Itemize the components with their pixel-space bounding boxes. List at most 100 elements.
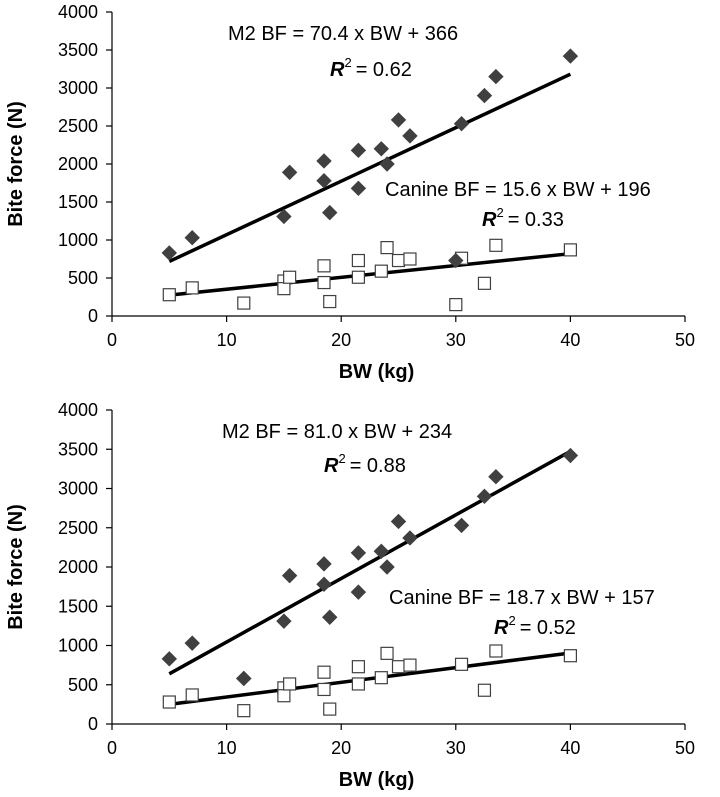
equation-canine: Canine BF = 15.6 x BW + 196 bbox=[385, 179, 651, 201]
m2-point bbox=[562, 447, 579, 464]
canine-point bbox=[277, 689, 291, 703]
y-tick-label: 0 bbox=[88, 306, 98, 326]
chart-2: 0 500 1000 1500 2000 2500 3000 3500 4000 0 10 20 30 4… bbox=[5, 400, 695, 791]
m2-point bbox=[276, 208, 292, 225]
m2-point bbox=[562, 48, 579, 64]
canine-point bbox=[449, 298, 463, 312]
m2-point bbox=[448, 252, 464, 269]
y-tick-label: 1500 bbox=[58, 192, 98, 212]
y-tick-label: 3000 bbox=[58, 479, 98, 499]
canine-point bbox=[563, 243, 578, 257]
canine-point bbox=[351, 270, 365, 284]
x-tick-label: 20 bbox=[331, 330, 351, 350]
m2-point bbox=[316, 153, 332, 169]
canine-point bbox=[489, 238, 503, 252]
canine-point bbox=[374, 671, 388, 685]
y-tick-label: 3500 bbox=[58, 439, 98, 459]
x-tick-label: 40 bbox=[560, 330, 580, 350]
m2-point bbox=[379, 156, 395, 172]
y-tick-label: 4000 bbox=[58, 2, 98, 22]
m2-point bbox=[390, 112, 407, 128]
canine-point bbox=[283, 677, 297, 691]
canine-point bbox=[323, 294, 337, 309]
m2-point bbox=[402, 530, 418, 546]
r-squared-canine: R2 = 0.33 bbox=[482, 205, 564, 231]
y-tick-label: 3000 bbox=[58, 78, 98, 98]
x-axis-title: BW (kg) bbox=[339, 361, 415, 383]
canine-point bbox=[317, 259, 331, 273]
canine-point bbox=[403, 658, 417, 672]
m2-point bbox=[316, 576, 332, 592]
canine-point bbox=[477, 276, 492, 290]
regression-line-m2 bbox=[168, 72, 572, 264]
m2-point bbox=[488, 469, 504, 485]
x-tick-label: 0 bbox=[107, 738, 117, 758]
canine-point bbox=[283, 270, 297, 284]
canine-point bbox=[477, 683, 492, 697]
y-tick-label: 0 bbox=[88, 714, 98, 734]
equation-canine: Canine BF = 18.7 x BW + 157 bbox=[389, 587, 655, 609]
m2-point bbox=[281, 567, 298, 584]
x-tick-label: 50 bbox=[675, 738, 695, 758]
canine-point bbox=[380, 241, 394, 255]
y-tick-label: 4000 bbox=[58, 400, 98, 420]
m2-point bbox=[322, 204, 338, 221]
m2-point bbox=[350, 584, 367, 600]
y-tick-label: 2000 bbox=[58, 154, 98, 174]
canine-point bbox=[380, 646, 394, 660]
y-tick-label: 2000 bbox=[58, 557, 98, 577]
canine-point bbox=[317, 275, 331, 290]
y-tick-label: 1000 bbox=[58, 230, 98, 250]
canine-point bbox=[489, 644, 503, 658]
x-tick-label: 30 bbox=[446, 330, 466, 350]
canine-point bbox=[237, 704, 251, 718]
canine-point bbox=[317, 665, 331, 679]
x-tick-label: 50 bbox=[675, 330, 695, 350]
canine-point bbox=[374, 264, 388, 278]
regression-line-m2 bbox=[168, 449, 572, 676]
canine-point bbox=[351, 253, 365, 268]
x-tick-label: 10 bbox=[217, 738, 237, 758]
x-tick-label: 40 bbox=[560, 738, 580, 758]
m2-point bbox=[281, 164, 298, 181]
m2-point bbox=[476, 488, 493, 505]
m2-point bbox=[453, 517, 470, 534]
x-axis-title: BW (kg) bbox=[339, 769, 415, 791]
canine-point bbox=[454, 657, 469, 671]
canine-point bbox=[323, 702, 337, 716]
r-squared-canine: R2 = 0.52 bbox=[494, 613, 576, 639]
chart-1: 0 500 1000 1500 2000 2500 3000 3500 4000 0 10 20 30 4… bbox=[5, 2, 695, 383]
m2-point bbox=[350, 180, 367, 197]
regression-line-canine bbox=[169, 651, 571, 707]
y-axis-title: Bite force (N) bbox=[5, 504, 27, 630]
m2-point bbox=[453, 116, 470, 132]
m2-point bbox=[161, 651, 178, 667]
m2-point bbox=[350, 545, 367, 561]
m2-point bbox=[316, 556, 332, 572]
canine-point bbox=[185, 688, 199, 702]
y-tick-label: 2500 bbox=[58, 518, 98, 538]
y-axis-title: Bite force (N) bbox=[5, 101, 27, 227]
canine-point bbox=[277, 282, 291, 296]
canine-point bbox=[403, 252, 417, 266]
y-tick-label: 500 bbox=[68, 675, 98, 695]
canine-point bbox=[185, 281, 199, 295]
m2-point bbox=[322, 609, 338, 625]
x-tick-label: 20 bbox=[331, 738, 351, 758]
x-tick-label: 0 bbox=[107, 330, 117, 350]
m2-point bbox=[350, 142, 367, 159]
canine-point bbox=[351, 677, 365, 691]
m2-point bbox=[373, 543, 390, 560]
m2-point bbox=[373, 141, 390, 157]
m2-point bbox=[184, 635, 200, 651]
canine-point bbox=[162, 288, 176, 302]
m2-point bbox=[236, 670, 252, 687]
r-squared-m2: R2 = 0.62 bbox=[330, 55, 412, 81]
x-tick-label: 10 bbox=[217, 330, 237, 350]
m2-point bbox=[488, 68, 504, 85]
m2-point bbox=[161, 245, 178, 261]
canine-point bbox=[563, 649, 578, 663]
canine-point bbox=[162, 695, 176, 709]
m2-point bbox=[316, 173, 332, 189]
y-tick-label: 2500 bbox=[58, 116, 98, 136]
